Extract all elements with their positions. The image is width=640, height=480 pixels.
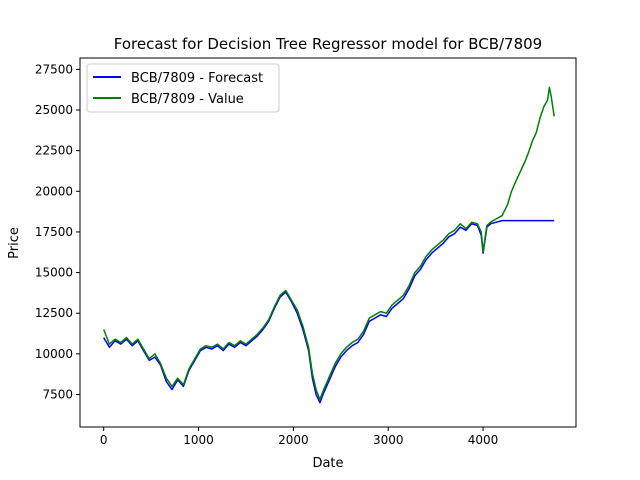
x-tick-label: 2000 — [278, 433, 309, 447]
legend-label-1: BCB/7809 - Forecast — [131, 71, 263, 86]
y-tick-label: 22500 — [35, 144, 73, 158]
legend-box — [86, 63, 280, 113]
y-tick-label: 12500 — [35, 306, 73, 320]
y-tick-label: 17500 — [35, 225, 73, 239]
plot-area — [103, 86, 555, 404]
y-tick-label: 25000 — [35, 103, 73, 117]
y-tick-label: 27500 — [35, 62, 73, 76]
legend-label-2: BCB/7809 - Value — [131, 92, 244, 107]
y-axis-label: Price — [7, 227, 22, 259]
y-tick-label: 7500 — [42, 387, 73, 401]
x-tick-label: 0 — [100, 433, 108, 447]
legend: BCB/7809 - Forecast BCB/7809 - Value — [86, 63, 280, 113]
chart-title: Forecast for Decision Tree Regressor mod… — [114, 35, 542, 53]
y-tick-label: 20000 — [35, 184, 73, 198]
axis-ticks: 0 1000 2000 3000 4000 7500 10000 12500 15000 1750… — [35, 62, 499, 447]
series-line-2 — [103, 86, 555, 401]
x-tick-label: 4000 — [468, 433, 499, 447]
y-tick-label: 10000 — [35, 347, 73, 361]
series-line-1 — [103, 219, 555, 404]
axes-frame — [79, 57, 577, 428]
x-tick-label: 3000 — [373, 433, 404, 447]
y-tick-label: 15000 — [35, 266, 73, 280]
x-tick-label: 1000 — [183, 433, 214, 447]
x-axis-label: Date — [312, 456, 343, 471]
